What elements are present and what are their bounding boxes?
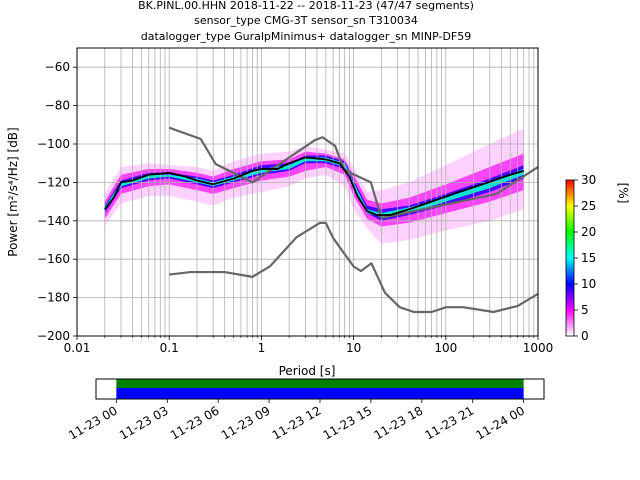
y-axis-label: Power [m²/s⁴/Hz] [dB] [6, 127, 20, 256]
colorbar-tick-label: 10 [581, 277, 596, 291]
y-tick-label: −80 [45, 99, 70, 113]
colorbar-tick-label: 30 [581, 173, 596, 187]
y-tick-label: −180 [37, 291, 70, 305]
timeline-tick-label: 11-24 00 [473, 403, 527, 442]
coverage-bar-bottom [116, 388, 524, 399]
series-line-high-noise-model [168, 126, 538, 220]
colorbar-tick-label: 0 [581, 329, 589, 343]
timeline-tick-label: 11-23 18 [372, 403, 426, 442]
y-axis: −200 −180 −160 −140 −120 −100 −80 −60 [37, 60, 77, 343]
y-tick-label: −200 [37, 329, 70, 343]
x-tick-label: 10 [346, 341, 361, 355]
title-line-2: sensor_type CMG-3T sensor_sn T310034 [194, 14, 418, 27]
timeline-tick-label: 11-23 06 [168, 403, 222, 442]
colorbar-tick-label: 25 [581, 199, 596, 213]
x-tick-label: 0.01 [64, 341, 91, 355]
coverage-bar-top [116, 379, 524, 388]
colorbar-label: [%] [616, 183, 630, 204]
x-tick-label: 100 [434, 341, 457, 355]
chart-title: BK.PINL.00.HHN 2018-11-22 -- 2018-11-23 … [138, 0, 474, 43]
colorbar: 0 5 10 15 20 25 30 [565, 173, 596, 343]
probability-density [104, 128, 524, 244]
y-tick-label: −100 [37, 137, 70, 151]
timeline-tick-label: 11-23 12 [270, 403, 324, 442]
colorbar-tick-label: 20 [581, 225, 596, 239]
title-line-1: BK.PINL.00.HHN 2018-11-22 -- 2018-11-23 … [138, 0, 474, 12]
y-tick-label: −120 [37, 175, 70, 189]
plot-frame [76, 47, 539, 337]
timeline-tick-label: 11-23 03 [117, 403, 171, 442]
series-line-mode [104, 156, 524, 216]
x-axis-label: Period [s] [279, 364, 336, 378]
x-tick-label: 1000 [523, 341, 554, 355]
x-tick-label: 1 [258, 341, 266, 355]
timeline-tick-label: 11-23 09 [219, 403, 273, 442]
x-axis: 0.01 0.1 1 10 100 1000 [64, 336, 554, 355]
noise-model-curves [104, 126, 538, 314]
y-tick-label: −60 [45, 60, 70, 74]
y-tick-label: −140 [37, 214, 70, 228]
title-line-3: datalogger_type GuralpMinimus+ datalogge… [141, 30, 472, 43]
timeline-tick-label: 11-23 21 [423, 403, 477, 442]
timeline-tick-label: 11-23 15 [321, 403, 375, 442]
y-tick-label: −160 [37, 252, 70, 266]
x-tick-label: 0.1 [160, 341, 179, 355]
colorbar-gradient [565, 179, 575, 337]
timeline-tick-label: 11-23 00 [66, 403, 120, 442]
series-line-low-noise-model [169, 221, 538, 314]
density-band-2 [104, 155, 524, 221]
colorbar-tick-label: 15 [581, 251, 596, 265]
colorbar-tick-label: 5 [581, 303, 589, 317]
